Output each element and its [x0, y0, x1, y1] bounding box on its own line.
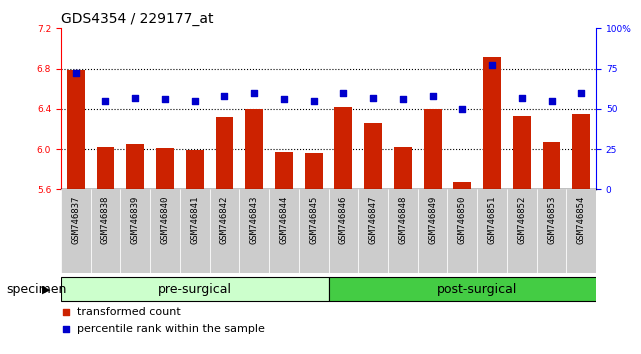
FancyBboxPatch shape: [121, 189, 150, 273]
Text: GSM746837: GSM746837: [71, 196, 80, 244]
FancyBboxPatch shape: [150, 189, 180, 273]
FancyBboxPatch shape: [269, 189, 299, 273]
Bar: [394, 147, 412, 189]
Text: post-surgical: post-surgical: [437, 283, 517, 296]
Text: GSM746840: GSM746840: [160, 196, 169, 244]
FancyBboxPatch shape: [328, 189, 358, 273]
Bar: [572, 114, 590, 189]
Point: [397, 96, 408, 102]
Bar: [275, 152, 293, 189]
Text: GSM746848: GSM746848: [398, 196, 407, 244]
Text: GSM746851: GSM746851: [488, 196, 497, 244]
Point: [338, 90, 349, 96]
Text: GSM746846: GSM746846: [339, 196, 348, 244]
Bar: [67, 70, 85, 189]
Bar: [335, 107, 353, 189]
FancyBboxPatch shape: [299, 189, 328, 273]
Point: [487, 63, 497, 68]
Point: [130, 95, 140, 101]
FancyBboxPatch shape: [239, 189, 269, 273]
FancyBboxPatch shape: [61, 189, 90, 273]
FancyBboxPatch shape: [180, 189, 210, 273]
Text: GSM746845: GSM746845: [309, 196, 318, 244]
Bar: [424, 109, 442, 189]
FancyBboxPatch shape: [61, 278, 328, 301]
Bar: [513, 116, 531, 189]
Point: [308, 98, 319, 104]
Text: GSM746850: GSM746850: [458, 196, 467, 244]
Bar: [156, 148, 174, 189]
Text: ▶: ▶: [42, 284, 51, 295]
Point: [368, 95, 378, 101]
Text: GSM746838: GSM746838: [101, 196, 110, 244]
Text: GSM746841: GSM746841: [190, 196, 199, 244]
Point: [428, 93, 438, 99]
Bar: [215, 117, 233, 189]
FancyBboxPatch shape: [90, 189, 121, 273]
Text: GDS4354 / 229177_at: GDS4354 / 229177_at: [61, 12, 213, 26]
Text: specimen: specimen: [6, 283, 67, 296]
Point: [71, 70, 81, 76]
Bar: [453, 182, 471, 189]
Bar: [186, 150, 204, 189]
Point: [219, 93, 229, 99]
Bar: [126, 144, 144, 189]
Point: [190, 98, 200, 104]
Bar: [483, 57, 501, 189]
Text: pre-surgical: pre-surgical: [158, 283, 231, 296]
FancyBboxPatch shape: [418, 189, 447, 273]
FancyBboxPatch shape: [507, 189, 537, 273]
FancyBboxPatch shape: [328, 278, 626, 301]
Text: GSM746853: GSM746853: [547, 196, 556, 244]
Point: [457, 106, 467, 112]
FancyBboxPatch shape: [358, 189, 388, 273]
Point: [160, 96, 170, 102]
Text: GSM746847: GSM746847: [369, 196, 378, 244]
FancyBboxPatch shape: [388, 189, 418, 273]
Point: [546, 98, 556, 104]
FancyBboxPatch shape: [210, 189, 239, 273]
FancyBboxPatch shape: [537, 189, 567, 273]
Point: [517, 95, 527, 101]
FancyBboxPatch shape: [447, 189, 477, 273]
Text: GSM746849: GSM746849: [428, 196, 437, 244]
FancyBboxPatch shape: [567, 189, 596, 273]
Bar: [246, 109, 263, 189]
Point: [279, 96, 289, 102]
Bar: [364, 123, 382, 189]
Point: [576, 90, 587, 96]
Text: GSM746844: GSM746844: [279, 196, 288, 244]
Bar: [304, 153, 322, 189]
Text: GSM746839: GSM746839: [131, 196, 140, 244]
Point: [372, 264, 382, 269]
Text: percentile rank within the sample: percentile rank within the sample: [77, 324, 265, 334]
Bar: [97, 147, 115, 189]
Text: GSM746842: GSM746842: [220, 196, 229, 244]
Text: transformed count: transformed count: [77, 307, 181, 316]
Point: [249, 90, 260, 96]
Text: GSM746854: GSM746854: [577, 196, 586, 244]
FancyBboxPatch shape: [477, 189, 507, 273]
Point: [372, 107, 382, 113]
Point: [101, 98, 111, 104]
Bar: [542, 142, 560, 189]
Text: GSM746843: GSM746843: [250, 196, 259, 244]
Text: GSM746852: GSM746852: [517, 196, 526, 244]
